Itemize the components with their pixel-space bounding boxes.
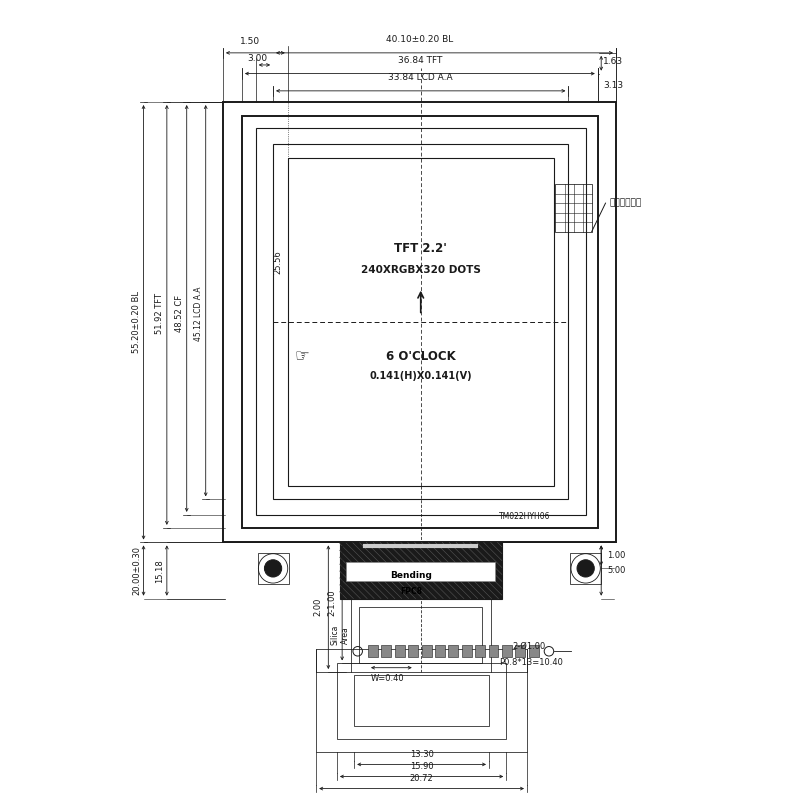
Bar [339, 542, 502, 598]
Text: 55.20±0.20 BL: 55.20±0.20 BL [132, 291, 141, 354]
Text: 2-Ø1.00: 2-Ø1.00 [512, 642, 546, 650]
Bar [382, 646, 391, 658]
Bar [337, 662, 506, 738]
Text: 1.63: 1.63 [603, 57, 623, 66]
Text: อํา๊อู: อํา๊อู [610, 198, 642, 208]
Text: TFT 2.2': TFT 2.2' [394, 242, 447, 255]
Text: 15.18: 15.18 [155, 559, 165, 583]
Bar [408, 646, 418, 658]
Bar [346, 562, 495, 582]
Text: 25.56: 25.56 [274, 250, 282, 274]
Text: ☞: ☞ [295, 348, 310, 366]
Bar [288, 158, 554, 486]
Bar [515, 646, 526, 658]
Text: 0.141(H)X0.141(V): 0.141(H)X0.141(V) [370, 371, 472, 381]
Bar [475, 646, 485, 658]
Bar [258, 553, 289, 584]
Text: 3.00: 3.00 [247, 54, 267, 63]
Text: 40.10±0.20 BL: 40.10±0.20 BL [386, 35, 453, 44]
Circle shape [265, 560, 282, 577]
Bar [570, 553, 602, 584]
Bar [448, 646, 458, 658]
Bar [489, 646, 498, 658]
Text: Bending: Bending [390, 570, 432, 580]
Bar [368, 646, 378, 658]
Text: FPC8: FPC8 [400, 587, 422, 596]
Bar [395, 646, 405, 658]
Bar [350, 598, 490, 672]
Text: 1.50: 1.50 [240, 37, 260, 46]
Text: P0.8*13=10.40: P0.8*13=10.40 [499, 658, 563, 667]
Bar [223, 102, 616, 542]
Text: Silica
Area: Silica Area [330, 625, 350, 645]
Bar [555, 184, 592, 232]
Text: 1.00: 1.00 [607, 551, 626, 560]
Text: 2-1.00: 2-1.00 [327, 590, 336, 616]
Text: 36.84 TFT: 36.84 TFT [398, 56, 442, 65]
Bar [462, 646, 472, 658]
Text: 240XRGBX320 DOTS: 240XRGBX320 DOTS [361, 266, 481, 275]
Bar [242, 116, 598, 528]
Text: 20.72: 20.72 [410, 774, 434, 783]
Text: 5.00: 5.00 [607, 566, 626, 575]
Text: 48.52 CF: 48.52 CF [175, 295, 184, 332]
Bar [316, 649, 527, 752]
Bar [422, 646, 431, 658]
Text: 2.00: 2.00 [314, 598, 322, 617]
Text: 51.92 TFT: 51.92 TFT [155, 293, 165, 334]
Text: 3.13: 3.13 [603, 81, 623, 90]
Bar [273, 143, 568, 499]
Text: TM022HYH06: TM022HYH06 [499, 512, 551, 521]
Text: 33.84 LCD A.A: 33.84 LCD A.A [389, 74, 453, 82]
Bar [256, 128, 586, 515]
Bar [502, 646, 512, 658]
Circle shape [577, 560, 594, 577]
Text: 45.12 LCD A.A: 45.12 LCD A.A [194, 286, 203, 341]
Text: 15.90: 15.90 [410, 762, 434, 771]
Text: 13.30: 13.30 [410, 750, 434, 759]
Bar [359, 607, 482, 663]
Bar [354, 674, 489, 726]
Text: W=0.40: W=0.40 [370, 674, 404, 682]
Text: 20.00±0.30: 20.00±0.30 [132, 546, 141, 595]
Text: 6 O'CLOCK: 6 O'CLOCK [386, 350, 455, 363]
Bar [435, 646, 445, 658]
Bar [529, 646, 538, 658]
